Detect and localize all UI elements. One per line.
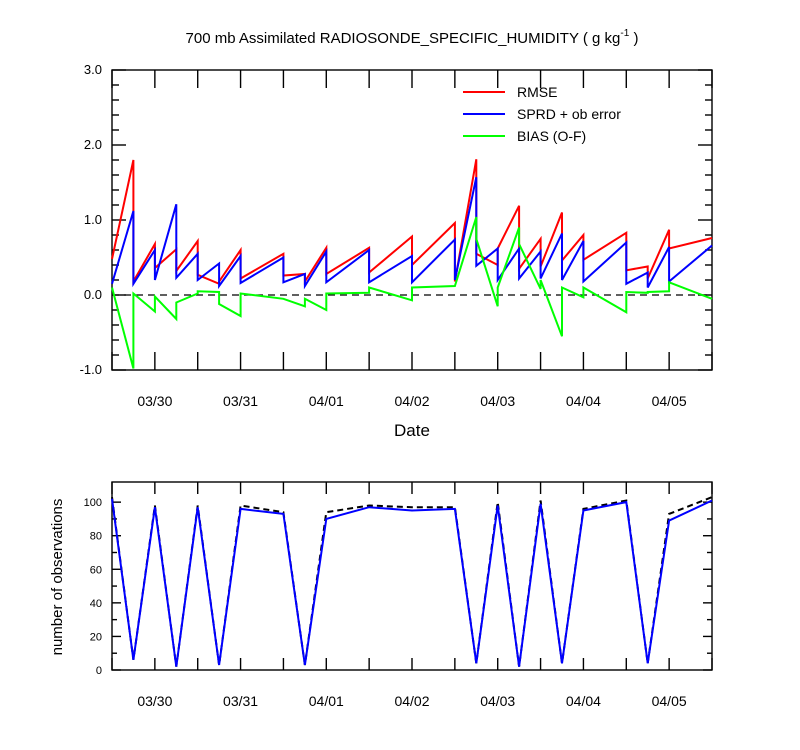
chart-title: 700 mb Assimilated RADIOSONDE_SPECIFIC_H…: [186, 28, 639, 47]
top-plot-frame: [111, 69, 713, 371]
top-x-tick-label: 03/30: [137, 393, 172, 409]
top-x-axis-label: Date: [394, 421, 430, 440]
top-x-tick-label: 04/02: [394, 393, 429, 409]
bottom-y-tick-label: 20: [90, 631, 102, 643]
top-series-bias-o-f: [111, 216, 713, 369]
top-x-tick-label: 04/05: [652, 393, 687, 409]
bottom-y-tick-label: 60: [90, 564, 102, 576]
bottom-series-assimilated: [111, 498, 713, 667]
bottom-x-tick-label: 04/03: [480, 693, 515, 709]
bottom-y-tick-label: 0: [96, 665, 102, 677]
chart-title-main: 700 mb Assimilated RADIOSONDE_SPECIFIC_H…: [186, 30, 621, 47]
bottom-series-possible: [111, 496, 713, 667]
top-plot: -1.0 0.0 1.0 2.0 3.0 03/30 03/31 04/01 04/02 04/0…: [80, 62, 713, 409]
top-legend-label: RMSE: [517, 84, 557, 100]
top-y-tick-label: -1.0: [80, 362, 102, 377]
chart-title-end: ): [629, 30, 638, 47]
top-legend-label: SPRD + ob error: [517, 106, 621, 122]
chart-title-superscript: -1: [620, 28, 629, 39]
bottom-y-axis-label: number of observations: [49, 499, 66, 656]
top-y-tick-label: 2.0: [84, 137, 102, 152]
bottom-x-tick-label: 03/30: [137, 693, 172, 709]
bottom-x-tick-label: 04/01: [309, 693, 344, 709]
top-x-tick-label: 03/31: [223, 393, 258, 409]
top-x-tick-label: 04/01: [309, 393, 344, 409]
bottom-y-tick-label: 40: [90, 598, 102, 610]
bottom-y-tick-label: 100: [84, 497, 102, 509]
top-x-tick-label: 04/03: [480, 393, 515, 409]
bottom-x-tick-label: 04/02: [394, 693, 429, 709]
top-legend-label: BIAS (O-F): [517, 128, 586, 144]
top-y-tick-label: 0.0: [84, 287, 102, 302]
bottom-plot: 0 20 40 60 80 100 03/30 03/31 04/01 04/02 04/03 04/…: [84, 481, 713, 709]
bottom-x-tick-label: 03/31: [223, 693, 258, 709]
top-y-tick-label: 1.0: [84, 212, 102, 227]
top-y-tick-label: 3.0: [84, 62, 102, 77]
bottom-y-tick-label: 80: [90, 531, 102, 543]
bottom-x-tick-label: 04/04: [566, 693, 601, 709]
bottom-x-tick-label: 04/05: [652, 693, 687, 709]
top-series-sprd-ob-error: [111, 176, 713, 290]
top-x-tick-label: 04/04: [566, 393, 601, 409]
